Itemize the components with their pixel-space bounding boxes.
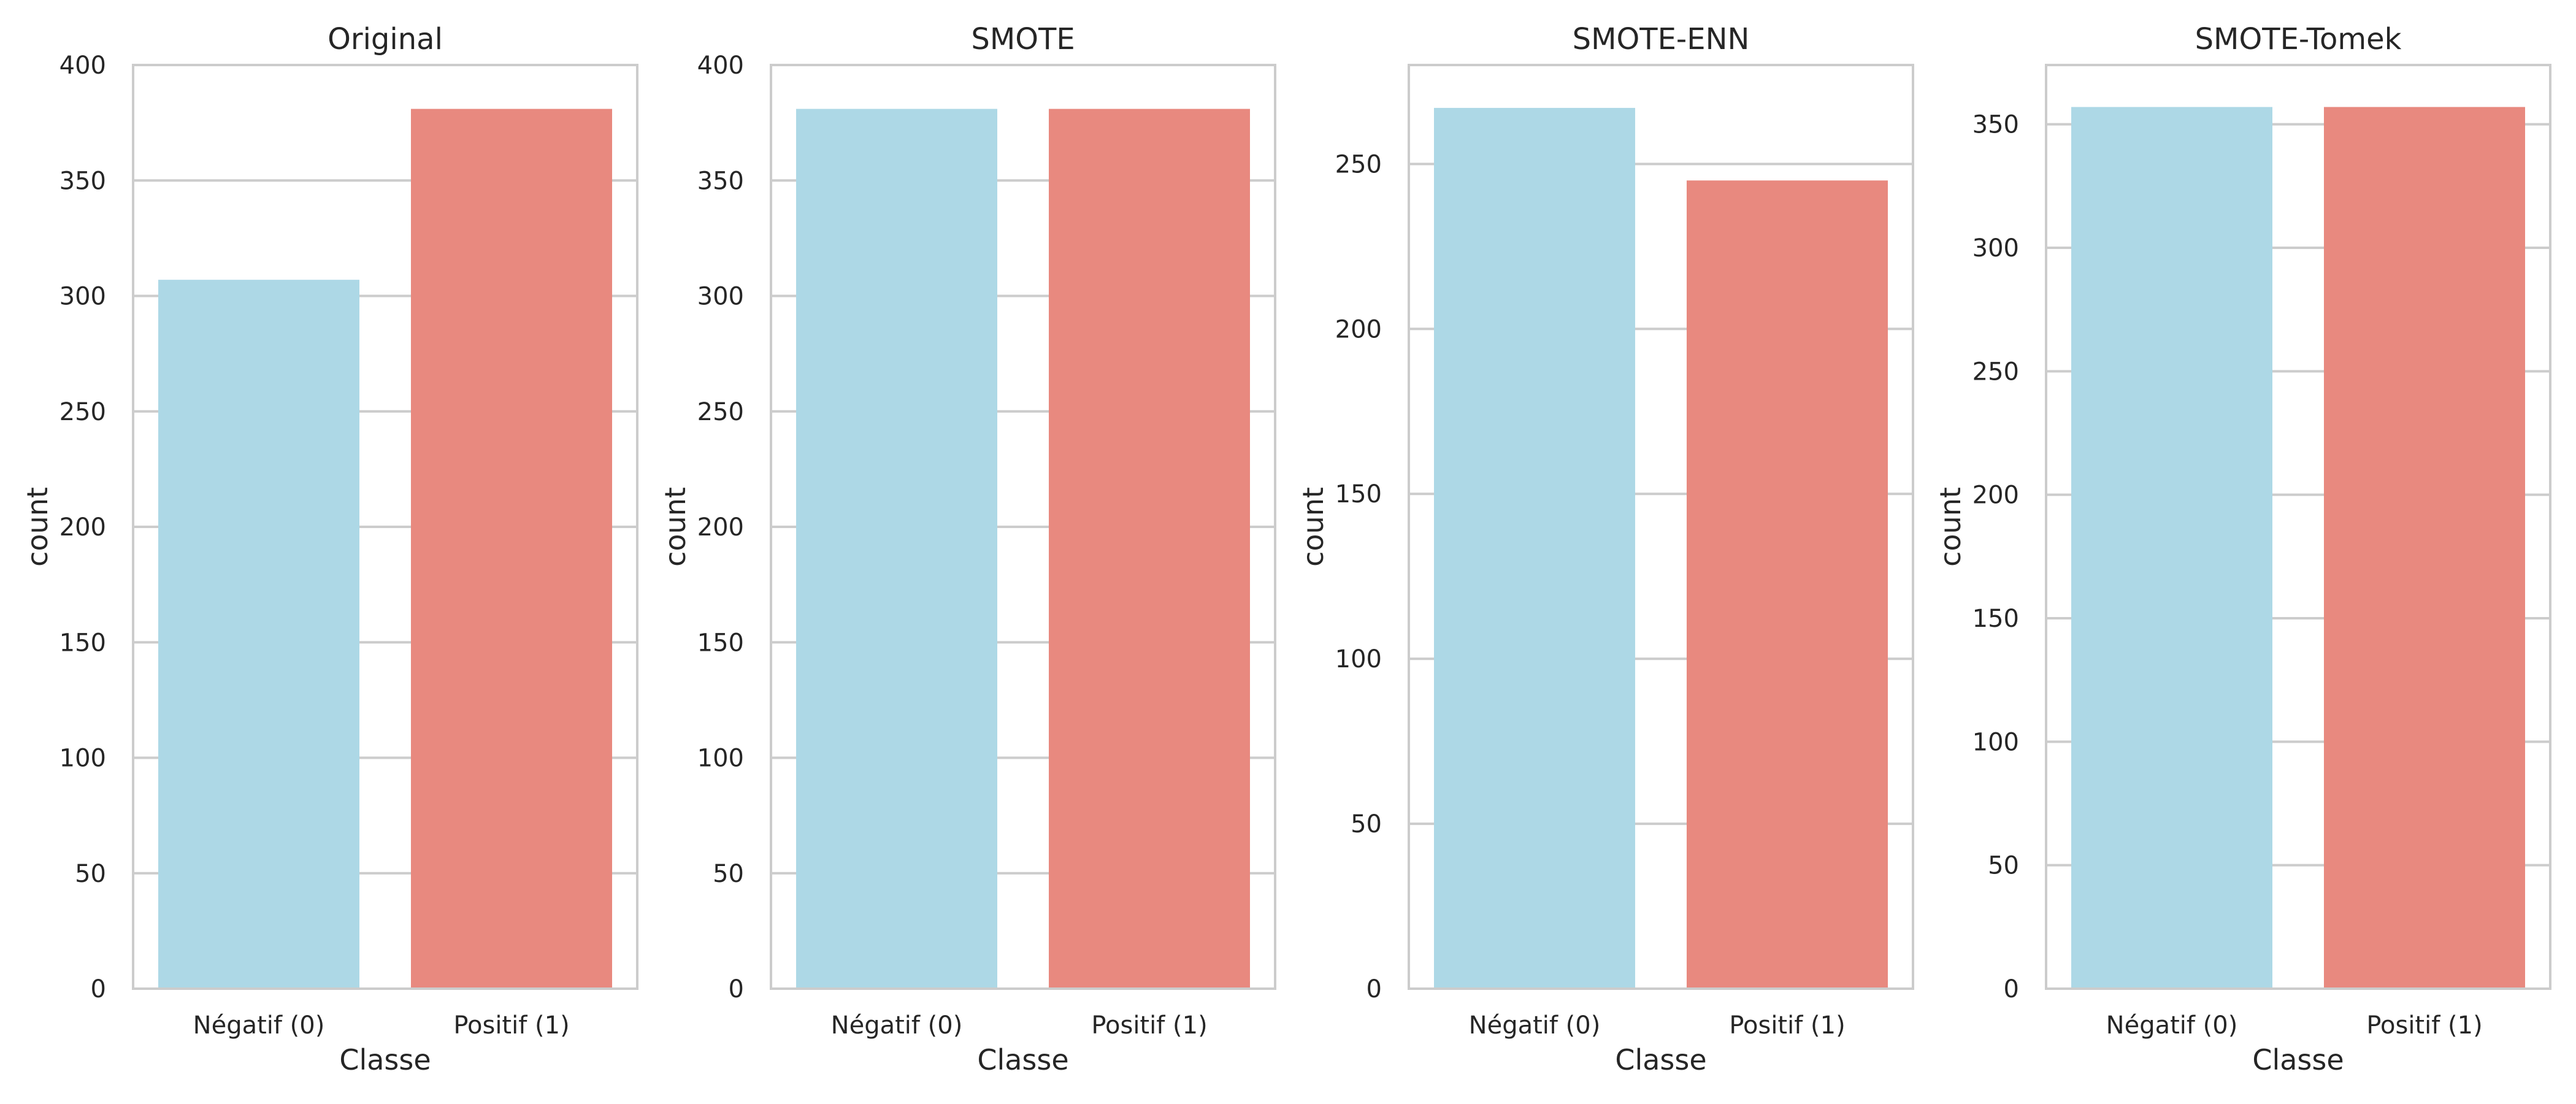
panel-title: Original [328, 22, 443, 56]
y-tick-label: 250 [1335, 150, 1382, 178]
bar-positive [1049, 109, 1250, 989]
bar-positive [411, 109, 612, 989]
chart-panel-4: 0 50 100 150 200 250 300 350 Négatif (0) Positif … [1934, 22, 2551, 1076]
x-tick-label: Positif (1) [1091, 1011, 1207, 1040]
panel-title: SMOTE-ENN [1573, 22, 1750, 56]
y-tick-label: 0 [2004, 975, 2019, 1003]
chart-panel-3: 0 50 100 150 200 250 Négatif (0) Positif (1) SMO… [1297, 22, 1914, 1076]
bar-negative [1434, 107, 1635, 989]
y-tick-label: 350 [697, 167, 744, 195]
y-tick-label: 50 [1351, 810, 1382, 838]
x-axis-label: Classe [1615, 1043, 1706, 1076]
y-tick-label: 200 [1335, 315, 1382, 343]
y-axis-label: count [1934, 487, 1967, 567]
y-tick-label: 400 [697, 52, 744, 80]
y-axis-label: count [1297, 487, 1330, 567]
y-tick-label: 100 [697, 745, 744, 773]
y-tick-label: 300 [59, 283, 106, 311]
y-tick-label: 100 [59, 745, 106, 773]
x-tick-label: Positif (1) [1729, 1011, 1845, 1040]
y-tick-label: 150 [1972, 605, 2019, 633]
plot-frame [770, 64, 1276, 990]
y-tick-label: 300 [1972, 234, 2019, 263]
y-tick-label: 200 [697, 513, 744, 542]
x-tick-label: Positif (1) [453, 1011, 569, 1040]
y-tick-label: 250 [59, 398, 106, 426]
bar-negative [2071, 107, 2272, 989]
y-tick-label: 0 [1367, 975, 1382, 1003]
y-tick-label: 200 [59, 513, 106, 542]
y-tick-label: 300 [697, 283, 744, 311]
plot-frame [2045, 64, 2551, 990]
y-tick-label: 50 [1988, 852, 2019, 880]
y-axis-label: count [659, 487, 692, 567]
x-axis-label: Classe [977, 1043, 1068, 1076]
panel-title: SMOTE-Tomek [2195, 22, 2402, 56]
y-tick-label: 150 [697, 629, 744, 657]
y-tick-label: 0 [729, 975, 744, 1003]
y-tick-label: 50 [75, 860, 106, 888]
bar-negative [158, 280, 359, 989]
plot-frame [132, 64, 638, 990]
bar-negative [796, 109, 997, 989]
x-tick-label: Négatif (0) [193, 1011, 325, 1040]
x-tick-label: Positif (1) [2366, 1011, 2482, 1040]
bar-positive [2324, 107, 2525, 989]
y-tick-label: 400 [59, 52, 106, 80]
x-tick-label: Négatif (0) [831, 1011, 963, 1040]
y-tick-label: 150 [1335, 480, 1382, 508]
y-tick-label: 250 [697, 398, 744, 426]
x-axis-label: Classe [339, 1043, 431, 1076]
y-axis-label: count [21, 487, 54, 567]
y-tick-label: 100 [1335, 645, 1382, 673]
plot-frame [1408, 64, 1914, 990]
x-tick-label: Négatif (0) [1469, 1011, 1601, 1040]
panel-title: SMOTE [971, 22, 1075, 56]
y-tick-label: 250 [1972, 358, 2019, 386]
y-tick-label: 50 [713, 860, 744, 888]
bar-positive [1687, 180, 1888, 989]
chart-panel-1: 0 50 100 150 200 250 300 350 400 Négatif (0) Posit… [21, 22, 638, 1076]
y-tick-label: 0 [91, 975, 106, 1003]
x-tick-label: Négatif (0) [2106, 1011, 2238, 1040]
x-axis-label: Classe [2252, 1043, 2344, 1076]
y-tick-label: 150 [59, 629, 106, 657]
y-tick-label: 200 [1972, 481, 2019, 510]
y-tick-label: 350 [1972, 111, 2019, 139]
y-tick-label: 100 [1972, 728, 2019, 756]
y-tick-label: 350 [59, 167, 106, 195]
chart-panel-2: 0 50 100 150 200 250 300 350 400 Négatif (0) Posit… [659, 22, 1276, 1076]
